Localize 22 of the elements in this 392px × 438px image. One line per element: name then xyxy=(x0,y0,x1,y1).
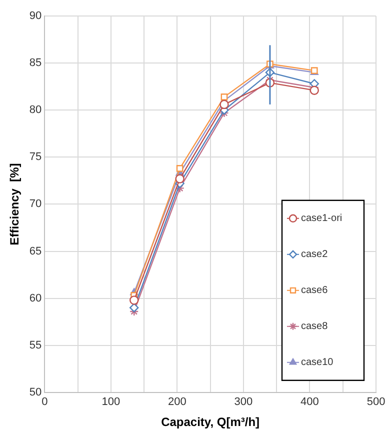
y-tick-label: 90 xyxy=(29,10,42,22)
y-tick-label: 55 xyxy=(29,339,42,352)
x-tick-label: 100 xyxy=(102,396,120,408)
x-axis-title: Capacity, Q[m³/h] xyxy=(161,415,260,430)
y-tick-label: 85 xyxy=(29,57,42,70)
y-tick-label: 80 xyxy=(29,104,42,116)
x-tick-label: 300 xyxy=(234,396,253,408)
legend-label: case1-ori xyxy=(301,213,342,224)
legend-label: case6 xyxy=(301,285,328,296)
legend-label: case10 xyxy=(301,357,334,368)
x-tick-label: 0 xyxy=(42,396,48,408)
y-tick-label: 50 xyxy=(29,386,42,398)
y-axis-title: Efficiency [%] xyxy=(8,163,22,246)
legend-label: case2 xyxy=(301,249,328,260)
legend-label: case8 xyxy=(301,321,328,332)
x-tick-label: 200 xyxy=(168,396,186,408)
y-tick-label: 65 xyxy=(29,245,42,258)
y-tick-label: 75 xyxy=(29,151,42,164)
y-tick-label: 70 xyxy=(29,198,42,210)
x-tick-label: 400 xyxy=(300,396,319,408)
y-tick-label: 60 xyxy=(29,292,42,304)
x-tick-label: 500 xyxy=(366,396,386,408)
